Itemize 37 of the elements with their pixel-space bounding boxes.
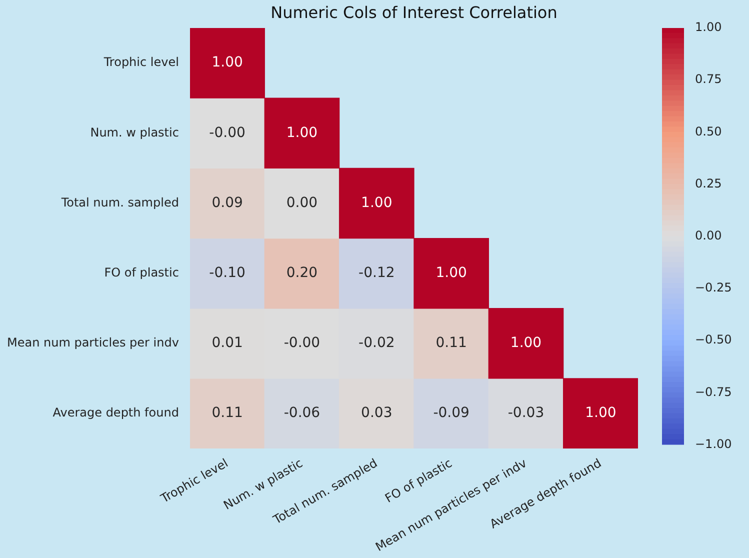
y-tick-label: Num. w plastic [90,125,179,140]
data-label: 0.01 [212,335,243,352]
data-label: 1.00 [510,335,542,352]
data-label: 1.00 [212,54,243,71]
data-label: 1.00 [361,194,392,211]
data-label: -0.12 [358,264,395,281]
data-label: 0.09 [212,194,243,211]
data-label: -0.10 [209,264,246,281]
chart-title: Numeric Cols of Interest Correlation [270,3,558,22]
color-bar-label: −1.00 [695,436,732,451]
data-label: 0.20 [286,264,318,281]
color-bar-label: 0.00 [695,228,722,243]
data-label: -0.02 [358,335,395,352]
y-tick-label: Average depth found [52,406,179,420]
color-bar-label: 0.50 [695,124,722,138]
color-bar-label: −0.25 [695,280,732,295]
data-label: 1.00 [286,124,318,141]
data-label: 0.11 [436,335,467,352]
y-tick-label: Trophic level [102,55,179,70]
y-tick-label: FO of plastic [104,265,179,280]
color-bar-label: 1.00 [695,20,722,34]
color-bar-label: −0.75 [695,384,732,399]
data-label: -0.09 [433,405,470,422]
data-label: -0.03 [508,405,544,422]
data-label: 1.00 [585,405,616,422]
color-bar-label: −0.50 [695,332,732,347]
data-label: 0.03 [361,405,392,422]
data-label: 1.00 [436,264,467,281]
y-tick-label: Mean num particles per indv [6,336,179,350]
data-label: 0.11 [212,405,243,422]
color-bar-label: 0.25 [695,176,722,190]
data-label: 0.00 [286,194,318,211]
data-label: -0.06 [284,405,320,422]
data-label: -0.00 [284,335,320,352]
data-label: -0.00 [209,124,246,141]
color-bar-label: 0.75 [695,72,722,86]
y-tick-label: Total num. sampled [60,195,179,210]
